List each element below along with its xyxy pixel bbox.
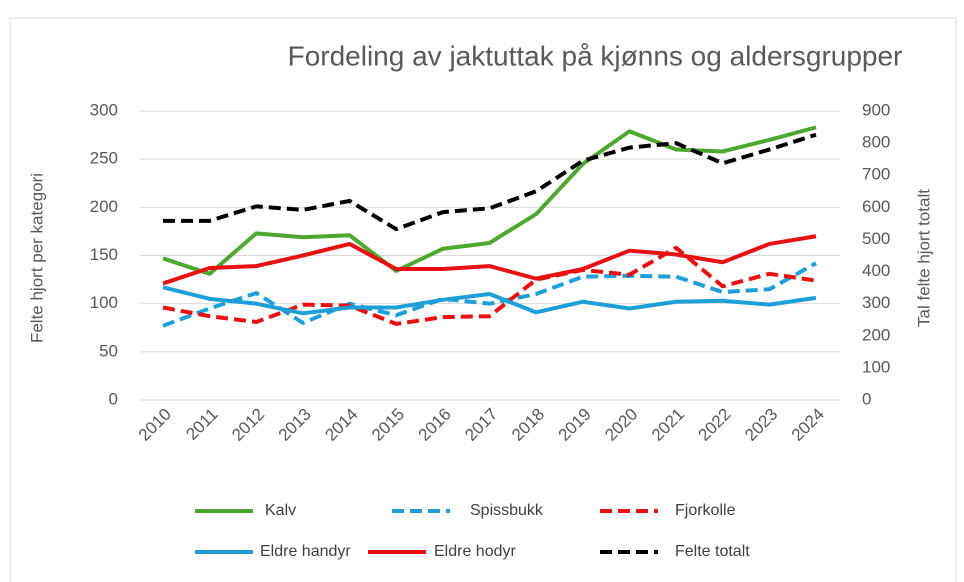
- y-tick-label: 150: [90, 245, 118, 264]
- y-tick-label: 50: [99, 341, 118, 360]
- legend-label: Fjorkolle: [675, 502, 736, 519]
- y2-tick-label: 700: [862, 165, 890, 184]
- y2-tick-label: 300: [862, 293, 890, 312]
- y2-tick-label: 400: [862, 261, 890, 280]
- y-tick-label: 100: [90, 293, 118, 312]
- legend-label: Eldre hodyr: [434, 543, 516, 560]
- y-tick-label: 300: [90, 100, 118, 119]
- series-line: [162, 234, 817, 286]
- legend-label: Eldre handyr: [260, 543, 351, 560]
- y-axis-label: Felte hjort per kategori: [27, 173, 46, 343]
- y-tick-label: 250: [90, 149, 118, 168]
- y2-tick-label: 600: [862, 197, 890, 216]
- legend-label: Felte totalt: [675, 543, 750, 560]
- y2-tick-label: 0: [862, 389, 871, 408]
- series-line: [162, 285, 817, 316]
- series-line: [163, 132, 817, 232]
- chart-title: Fordeling av jaktuttak på kjønns og alde…: [288, 40, 903, 71]
- y-tick-label: 200: [90, 197, 118, 216]
- series-line: [162, 245, 817, 326]
- legend-label: Spissbukk: [470, 502, 544, 519]
- series-line: [162, 125, 817, 276]
- y2-tick-label: 100: [862, 357, 890, 376]
- y2-tick-label: 900: [862, 100, 890, 119]
- y2-axis-label: Tal felte hjort totalt: [914, 189, 933, 327]
- y2-tick-label: 500: [862, 229, 890, 248]
- y2-tick-label: 200: [862, 325, 890, 344]
- legend-label: Kalv: [265, 502, 296, 519]
- y-tick-label: 0: [109, 389, 118, 408]
- series-line: [162, 261, 817, 328]
- y2-tick-label: 800: [862, 133, 890, 152]
